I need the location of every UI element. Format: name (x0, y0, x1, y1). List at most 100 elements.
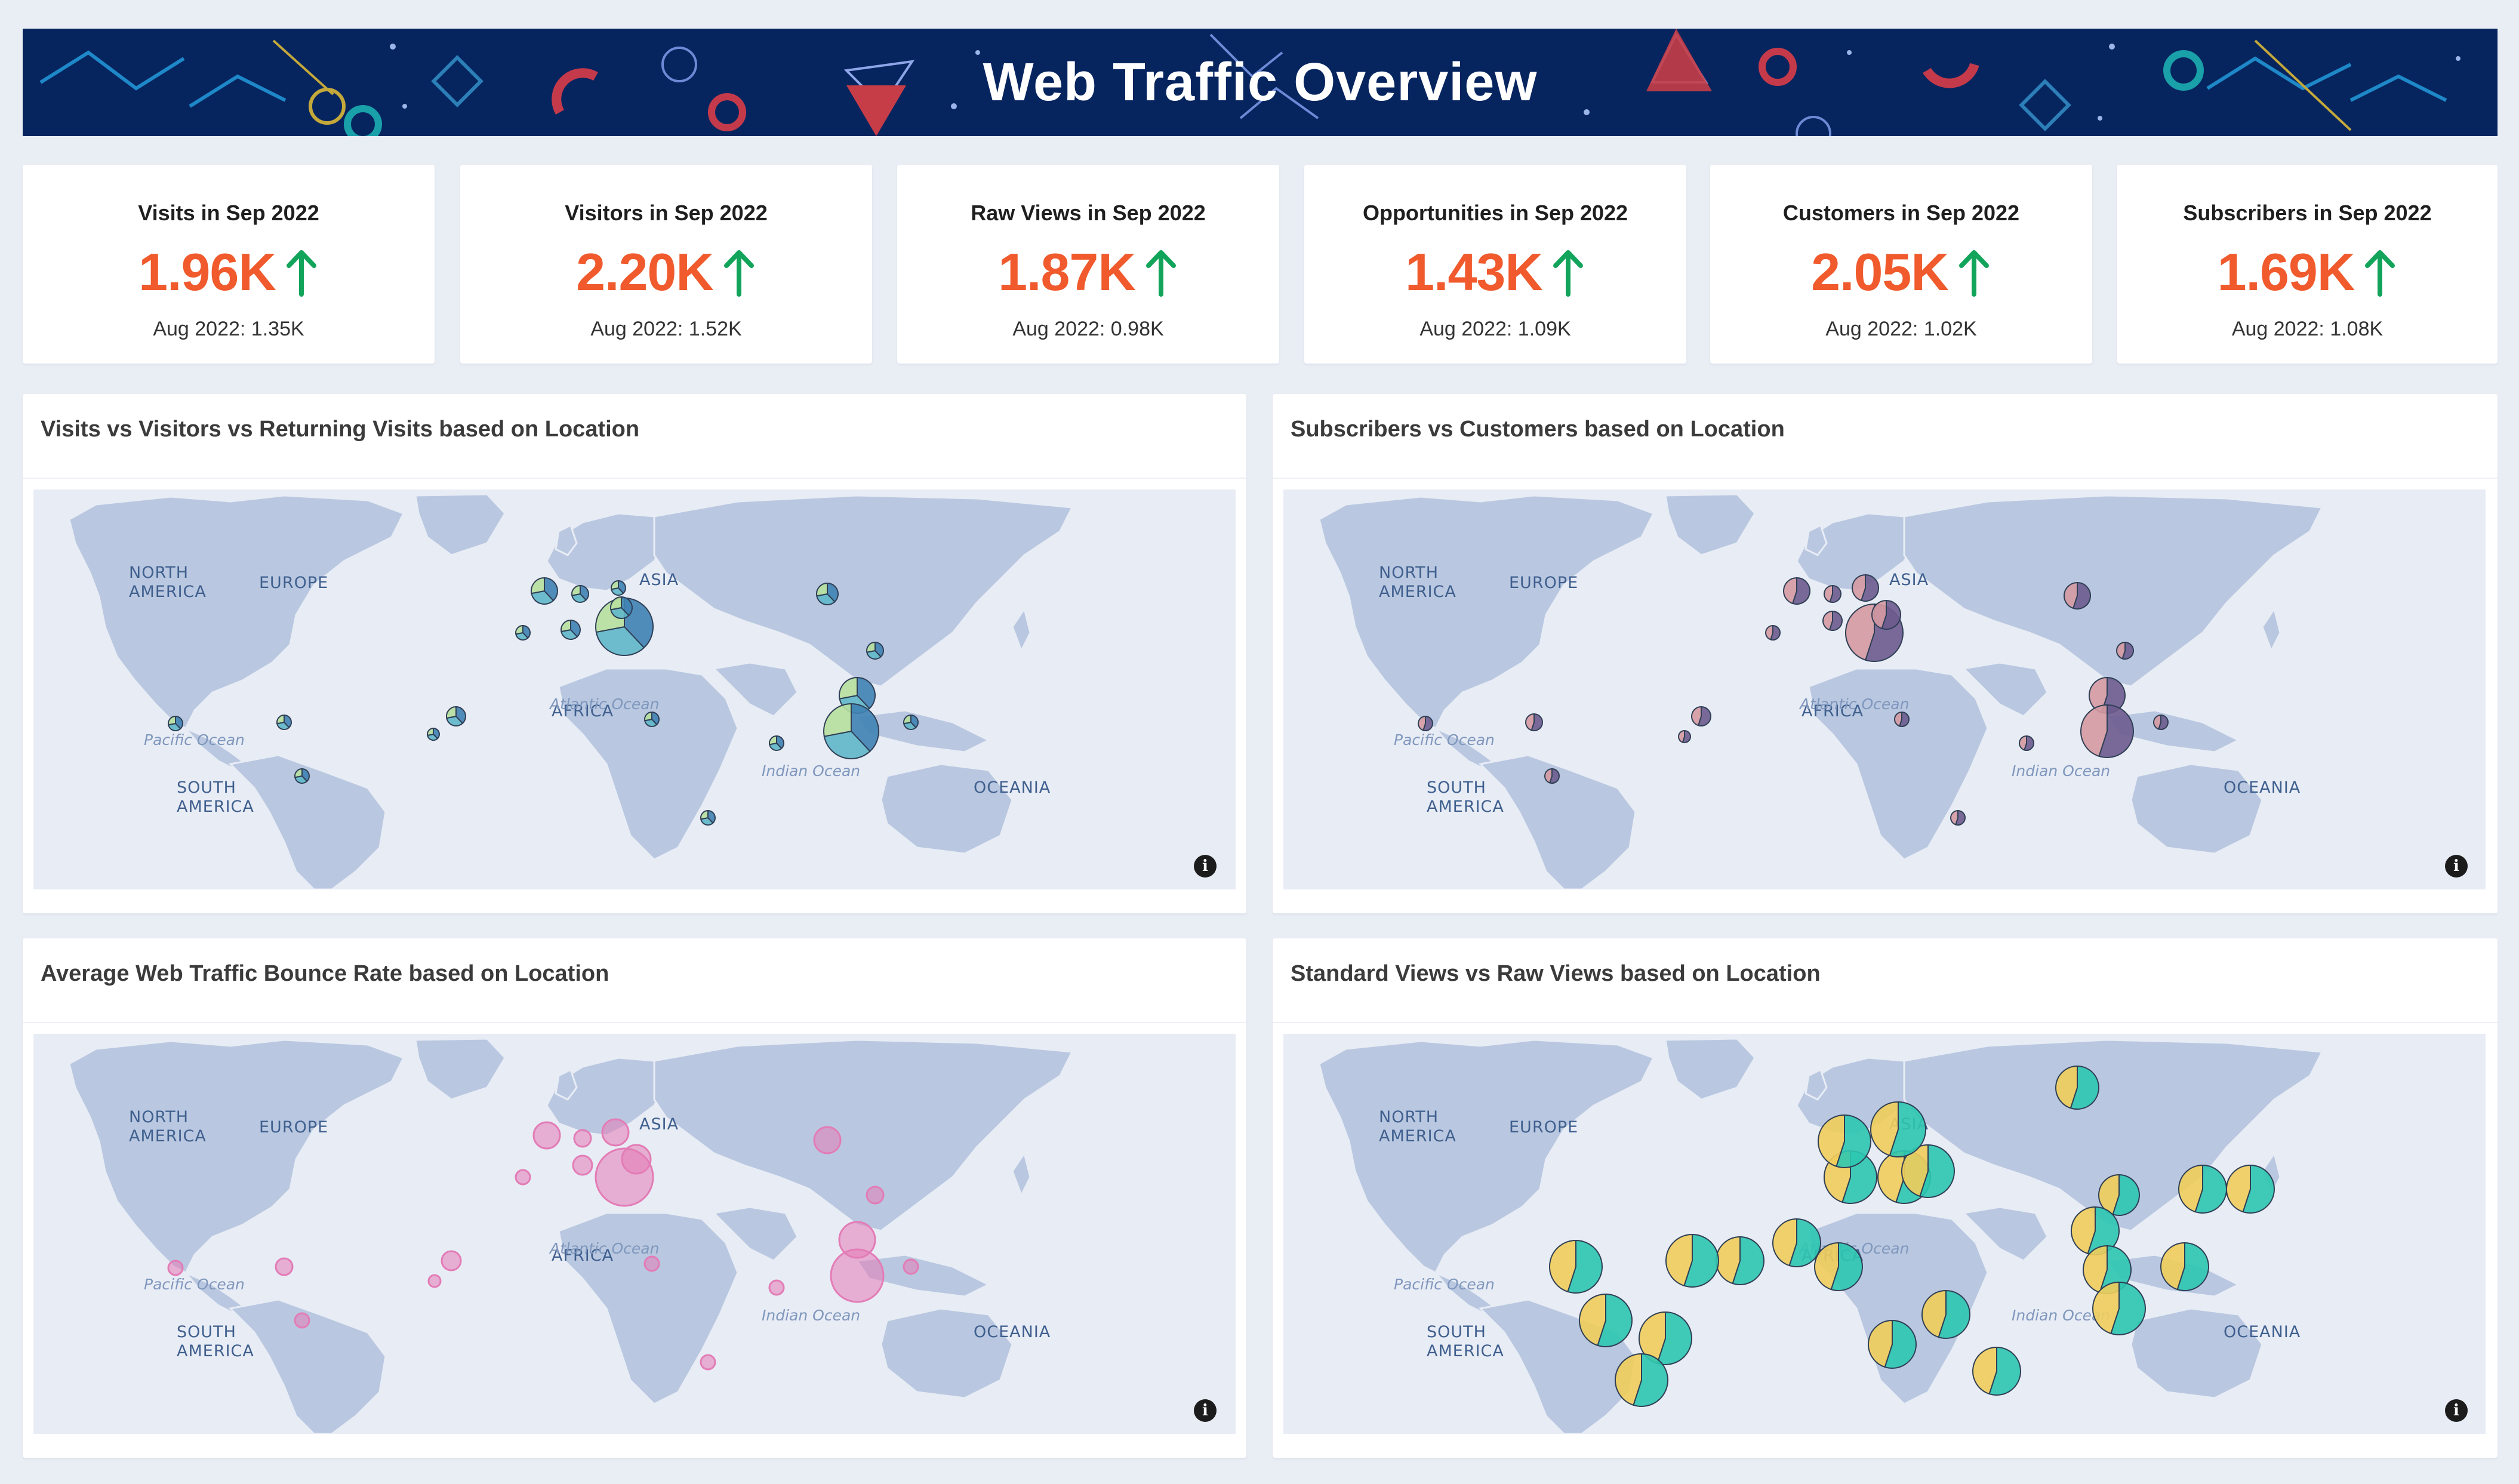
marker-layer (1418, 574, 2169, 826)
info-icon[interactable]: i (2445, 855, 2468, 878)
panel-title: Subscribers vs Customers based on Locati… (1291, 417, 1785, 442)
location-marker (903, 1258, 919, 1275)
location-marker (275, 1257, 294, 1276)
location-marker (294, 768, 310, 784)
bounce-rate-bubble (768, 1279, 785, 1296)
pie-slice (857, 676, 876, 710)
location-marker (830, 1248, 885, 1303)
panel-title: Average Web Traffic Bounce Rate based on… (41, 961, 609, 986)
landmass (1318, 494, 1655, 730)
kpi-row: Visits in Sep 2022 1.96K Aug 2022: 1.35K… (23, 165, 2498, 364)
location-marker (1691, 706, 1711, 726)
divider (1273, 478, 2498, 479)
location-marker (531, 577, 558, 605)
location-marker (561, 619, 581, 640)
location-marker (601, 1118, 630, 1147)
pie-slice (2160, 1242, 2185, 1291)
location-marker (276, 714, 292, 730)
kpi-card-visits[interactable]: Visits in Sep 2022 1.96K Aug 2022: 1.35K (23, 165, 435, 364)
kpi-value: 1.43K (1405, 242, 1543, 301)
kpi-card-opportunities[interactable]: Opportunities in Sep 2022 1.43K Aug 2022… (1304, 165, 1686, 364)
kpi-title: Customers in Sep 2022 (1782, 201, 2020, 225)
kpi-title: Subscribers in Sep 2022 (2183, 201, 2432, 225)
bounce-rate-bubble (427, 1274, 442, 1288)
info-icon[interactable]: i (1194, 855, 1217, 878)
landmass (1804, 524, 1828, 556)
pie-slice (1615, 1353, 1642, 1406)
pie-slice (816, 593, 836, 605)
bounce-rate-bubble (573, 1129, 592, 1148)
location-marker (1972, 1346, 2021, 1396)
ocean-label: Indian Ocean (2012, 762, 2110, 780)
kpi-previous: Aug 2022: 1.09K (1419, 318, 1571, 340)
banner-decoration (39, 29, 2461, 136)
page-title: Web Traffic Overview (983, 52, 1538, 112)
location-marker (866, 1186, 885, 1205)
location-marker (1615, 1353, 1668, 1407)
landmass (1903, 1039, 2324, 1232)
pie-slice (1772, 1218, 1797, 1267)
location-marker (2055, 1065, 2099, 1110)
pie-slice (2055, 1065, 2078, 1109)
header-banner: Web Traffic Overview (23, 29, 2498, 136)
pie-slice (610, 596, 622, 611)
arrow-up-icon (286, 250, 316, 297)
kpi-card-raw-views[interactable]: Raw Views in Sep 2022 1.87K Aug 2022: 0.… (897, 165, 1279, 364)
location-marker (2080, 704, 2134, 758)
ocean-label: Pacific Ocean (144, 1276, 245, 1293)
bounce-rate-bubble (866, 1186, 885, 1205)
location-marker (1822, 610, 1843, 631)
kpi-card-customers[interactable]: Customers in Sep 2022 2.05K Aug 2022: 1.… (1710, 165, 2092, 364)
pie-slice (866, 641, 876, 653)
location-marker (1544, 768, 1560, 784)
landmass (1903, 494, 2324, 688)
info-icon[interactable]: i (2445, 1399, 2468, 1422)
kpi-previous: Aug 2022: 1.08K (2231, 318, 2383, 340)
arrow-up-icon (1958, 250, 1989, 297)
landmass (228, 1298, 387, 1434)
kpi-card-subscribers[interactable]: Subscribers in Sep 2022 1.69K Aug 2022: … (2117, 165, 2498, 364)
location-marker (571, 584, 589, 603)
pie-slice (571, 593, 587, 603)
pie-slice (827, 582, 839, 603)
location-marker (2098, 1174, 2140, 1216)
landmass (712, 1206, 799, 1262)
pie-slice (1549, 1239, 1576, 1293)
pie-slice (1852, 574, 1866, 602)
divider (23, 478, 1246, 479)
continent-label: AMERICA (177, 798, 254, 816)
kpi-card-visitors[interactable]: Visitors in Sep 2022 2.20K Aug 2022: 1.5… (460, 165, 872, 364)
pie-slice (1814, 1242, 1839, 1291)
continent-label: ASIA (639, 571, 679, 589)
bounce-rate-bubble (830, 1248, 885, 1303)
location-marker (866, 641, 884, 660)
marker-layer (167, 1118, 919, 1371)
location-marker (1870, 1101, 1926, 1157)
pie-slice (874, 641, 884, 658)
pie-slice (1765, 624, 1773, 641)
continent-label: AMERICA (1427, 798, 1504, 816)
pie-slice (1868, 1319, 1893, 1368)
kpi-title: Raw Views in Sep 2022 (971, 201, 1206, 225)
continent-label: AMERICA (1379, 583, 1456, 601)
location-marker (1772, 1218, 1821, 1267)
info-icon[interactable]: i (1194, 1399, 1217, 1422)
landmass (653, 494, 1074, 688)
pie-slice (571, 584, 581, 596)
world-map[interactable]: NORTHAMERICASOUTHAMERICAEUROPEASIAAFRICA… (1283, 1034, 2486, 1434)
continent-label: SOUTH (177, 778, 236, 797)
pie-slice (2153, 714, 2161, 730)
pie-slice (595, 626, 645, 656)
pie-slice (1871, 599, 1887, 630)
pie-slice (561, 629, 578, 640)
landmass (1318, 1039, 1655, 1274)
pie-slice (544, 577, 558, 602)
continent-label: OCEANIA (2224, 1323, 2301, 1341)
location-marker (446, 706, 466, 726)
pie-slice (1579, 1293, 1606, 1347)
land-layer (1318, 493, 2324, 889)
